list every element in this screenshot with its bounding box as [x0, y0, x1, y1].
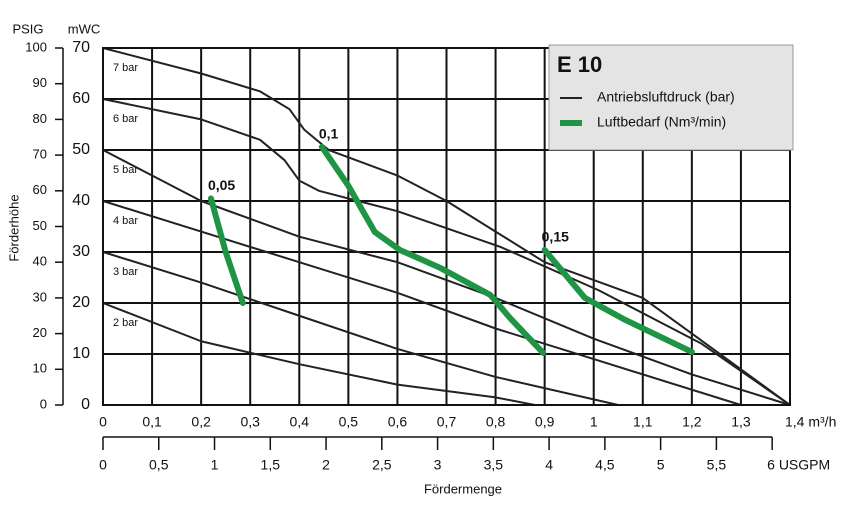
series-label: 3 bar — [113, 266, 138, 278]
y2-tick-label: 60 — [33, 182, 47, 197]
y2-tick-label: 20 — [33, 325, 47, 340]
legend-label: Antriebsluftdruck (bar) — [597, 89, 735, 105]
x2-tick-label: 1,5 — [261, 457, 281, 473]
x-tick-label: 0,2 — [191, 414, 211, 430]
y2-tick-label: 100 — [25, 39, 47, 54]
series-label: 2 bar — [113, 317, 138, 329]
y2-tick-label: 10 — [33, 361, 47, 376]
y-tick-label: 30 — [72, 243, 90, 260]
x2-tick-label: 3 — [434, 457, 442, 473]
x2-tick-label: 2,5 — [372, 457, 392, 473]
series-label: 0,1 — [319, 126, 339, 142]
x2-tick-label: 2 — [322, 457, 330, 473]
x-axis-title: Fördermenge — [424, 481, 502, 496]
series-label: 5 bar — [113, 164, 138, 176]
y-tick-label: 10 — [72, 345, 90, 362]
x2-tick-label: 0 — [99, 457, 107, 473]
y-tick-label: 70 — [72, 39, 90, 56]
x-tick-label: 1,3 — [731, 414, 751, 430]
series-line — [207, 195, 246, 306]
series-label: 0,05 — [208, 177, 235, 193]
series-line — [102, 98, 791, 406]
series-line — [318, 143, 547, 356]
y-tick-label: 0 — [81, 396, 90, 413]
series-label: 0,15 — [542, 229, 569, 245]
x-tick-label: 0,7 — [437, 414, 457, 430]
y2-tick-label: 70 — [33, 147, 47, 162]
series-line — [102, 47, 791, 406]
x2-tick-label: 4 — [545, 457, 553, 473]
legend-box — [548, 44, 794, 151]
x-tick-label: 0,8 — [486, 414, 506, 430]
y-tick-label: 60 — [72, 90, 90, 107]
x-tick-label: 0,9 — [535, 414, 555, 430]
y2-tick-label: 50 — [33, 218, 47, 233]
y2-tick-label: 90 — [33, 75, 47, 90]
x2-tick-label: 4,5 — [595, 457, 615, 473]
y2-tick-label: 40 — [33, 254, 47, 269]
legend-label: Luftbedarf (Nm³/min) — [597, 114, 726, 130]
x-tick-label: 1,2 — [682, 414, 702, 430]
series-label: 7 bar — [113, 62, 138, 74]
x2-tick-label: 6 USGPM — [767, 457, 830, 473]
x-tick-label: 0,5 — [339, 414, 359, 430]
x-tick-label: 1,1 — [633, 414, 653, 430]
plot-frame — [102, 47, 791, 406]
x-tick-label: 1,4 m³/h — [785, 414, 836, 430]
series-label: 4 bar — [113, 215, 138, 227]
x2-tick-label: 5 — [657, 457, 665, 473]
x-tick-label: 0,3 — [240, 414, 260, 430]
legend-title: E 10 — [557, 52, 602, 77]
x2-tick-label: 3,5 — [484, 457, 504, 473]
series-line — [541, 246, 695, 355]
y2-tick-label: 30 — [33, 289, 47, 304]
x-tick-label: 0,4 — [290, 414, 310, 430]
series-line — [102, 302, 536, 406]
x-tick-label: 0 — [99, 414, 107, 430]
legend: E 10 Antriebsluftdruck (bar) Luftbedarf (N… — [548, 44, 794, 151]
series-line — [102, 200, 742, 406]
x2-tick-label: 0,5 — [149, 457, 169, 473]
x-tick-label: 1 — [590, 414, 598, 430]
series-line — [102, 251, 620, 406]
x2-tick-label: 1 — [211, 457, 219, 473]
y-axis-units: mWC — [68, 21, 101, 36]
y-tick-label: 40 — [72, 192, 90, 209]
y-tick-label: 50 — [72, 141, 90, 158]
x-tick-label: 0,1 — [142, 414, 162, 430]
x2-tick-label: 5,5 — [707, 457, 727, 473]
series-line — [102, 149, 791, 406]
y-tick-label: 20 — [72, 294, 90, 311]
y-axis-title: Förderhöhe — [6, 194, 21, 261]
y2-tick-label: 0 — [40, 396, 47, 411]
series-label: 6 bar — [113, 113, 138, 125]
x-tick-label: 0,6 — [388, 414, 408, 430]
y2-axis-title: PSIG — [12, 21, 43, 36]
y2-tick-label: 80 — [33, 111, 47, 126]
